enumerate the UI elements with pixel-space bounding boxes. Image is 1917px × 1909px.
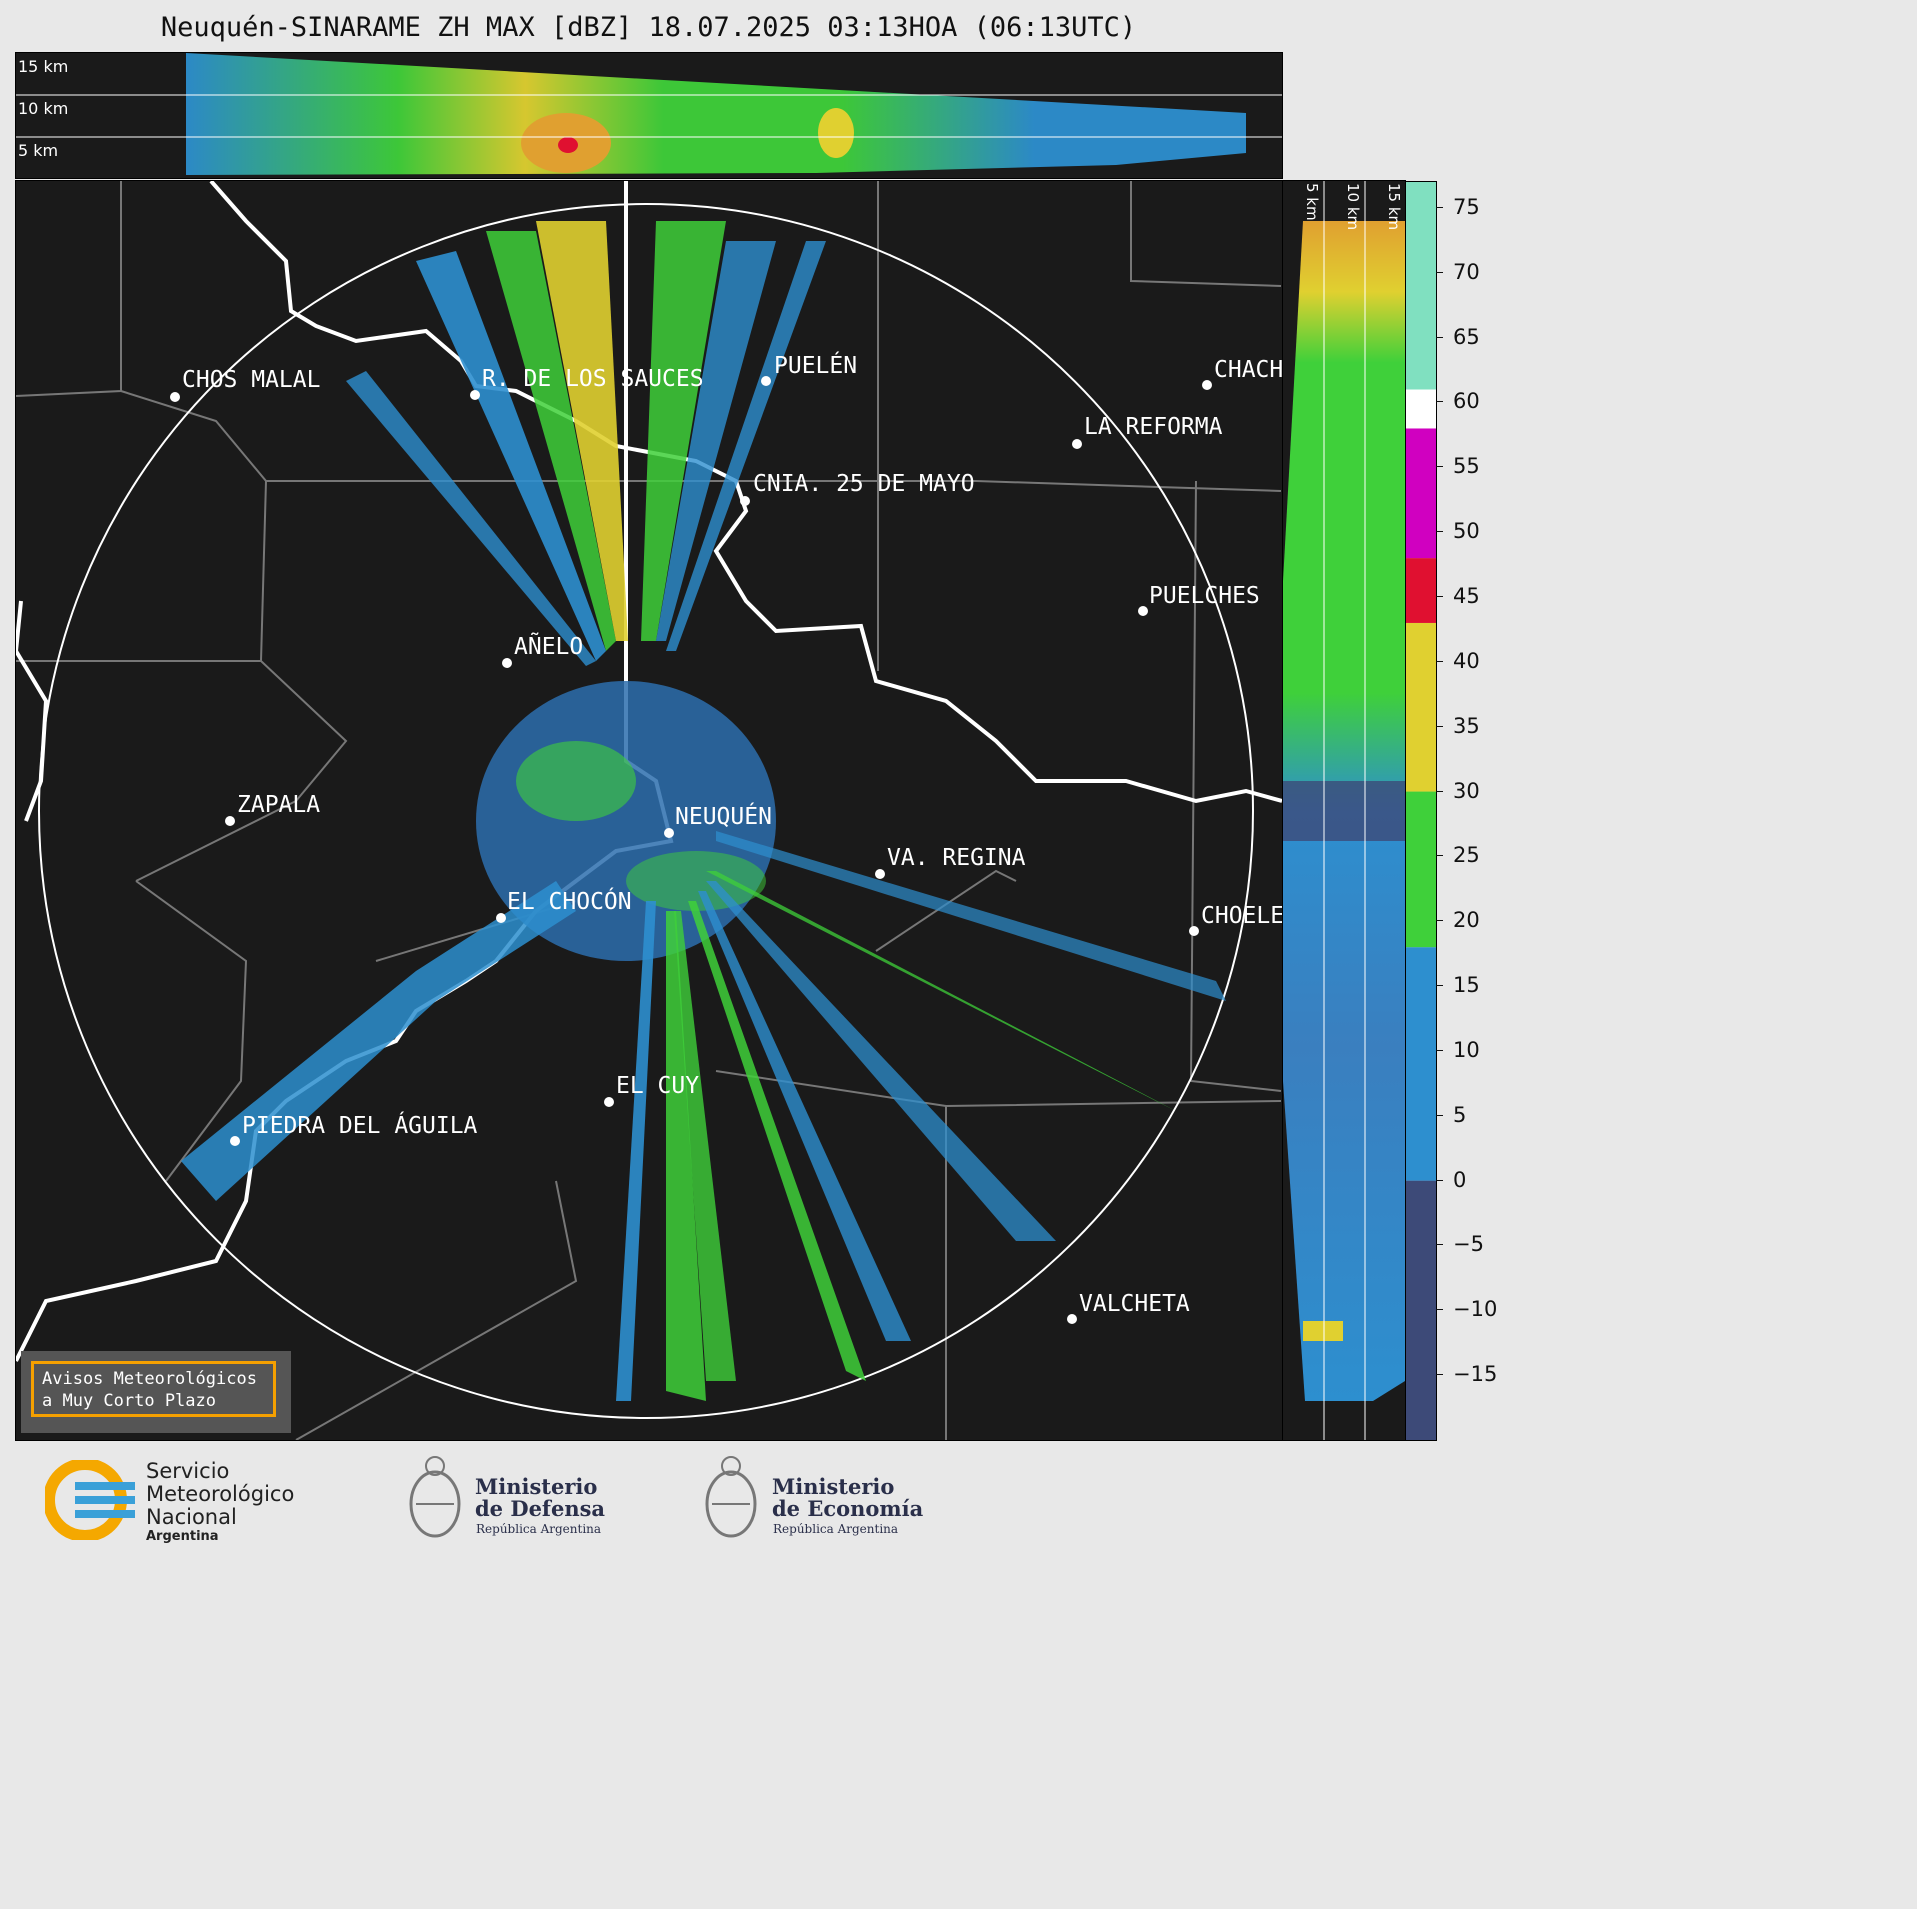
colorbar-tick-mark <box>1436 1179 1443 1181</box>
height-label-10km: 10 km <box>1344 183 1362 231</box>
height-label-5km: 5 km <box>1303 183 1321 221</box>
top-cross-section: 15 km 10 km 5 km <box>15 52 1283 179</box>
height-label-5km: 5 km <box>18 141 59 160</box>
city-label: EL CUY <box>616 1073 700 1099</box>
colorbar-tick-mark <box>1436 466 1443 468</box>
height-label-15km: 15 km <box>1385 183 1403 231</box>
chart-title: Neuquén-SINARAME ZH MAX [dBZ] 18.07.2025… <box>160 12 1137 43</box>
colorbar-tick-label: 45 <box>1453 584 1480 608</box>
height-label-15km: 15 km <box>18 57 69 76</box>
colorbar-tick-mark <box>1436 401 1443 403</box>
colorbar-tick-mark <box>1436 790 1443 792</box>
colorbar-tick-mark <box>1436 1049 1443 1051</box>
defensa-logo-subtitle: República Argentina <box>476 1522 602 1536</box>
city-label: VA. REGINA <box>887 845 1026 871</box>
radar-map-canvas <box>16 181 1282 1440</box>
economia-logo-subtitle: República Argentina <box>773 1522 899 1536</box>
colorbar-tick-label: 70 <box>1453 259 1480 284</box>
colorbar-tick-label: −10 <box>1453 1297 1498 1322</box>
colorbar-tick-label: 75 <box>1453 194 1480 219</box>
colorbar-tick-mark <box>1436 725 1443 727</box>
colorbar-tick-label: 60 <box>1453 389 1480 414</box>
city-label: CHACH <box>1214 357 1283 383</box>
colorbar-tick-mark <box>1436 1244 1443 1246</box>
city-label: PIEDRA DEL ÁGUILA <box>242 1113 478 1139</box>
province-borders <box>16 181 1282 1440</box>
logo-bar: Servicio Meteorológico Nacional Argentin… <box>0 1440 1568 1561</box>
colorbar-tick-mark <box>1436 596 1443 597</box>
colorbar-tick-mark <box>1436 531 1443 533</box>
city-label: AÑELO <box>514 634 584 660</box>
side-cross-section-canvas <box>1283 181 1405 1440</box>
colorbar-tick-label: 35 <box>1453 713 1480 738</box>
range-ring <box>38 203 1254 1419</box>
colorbar-tick-label: 5 <box>1453 1102 1467 1127</box>
colorbar-tick-mark <box>1436 660 1443 662</box>
colorbar-tick-label: 20 <box>1453 908 1480 933</box>
short-term-warnings-frame: Avisos Meteorológicos a Muy Corto Plazo <box>31 1361 276 1417</box>
coat-of-arms-icon <box>409 1456 461 1538</box>
colorbar-tick-label: 55 <box>1453 454 1480 479</box>
radar-echoes <box>181 221 1226 1401</box>
colorbar-band <box>1406 389 1436 429</box>
city-label: CHOS MALAL <box>182 367 321 393</box>
colorbar-band <box>1406 182 1436 390</box>
notice-line-1: Avisos Meteorológicos <box>42 1369 257 1389</box>
colorbar-band <box>1406 622 1436 792</box>
colorbar-tick-label: 30 <box>1453 778 1480 803</box>
notice-line-2: a Muy Corto Plazo <box>42 1391 216 1411</box>
colorbar-band <box>1406 558 1436 623</box>
city-label: PUELÉN <box>774 353 858 379</box>
defensa-logo-title: Ministerio de Defensa <box>475 1474 606 1521</box>
colorbar-tick-mark <box>1436 920 1443 922</box>
colorbar-tick-mark <box>1436 271 1443 273</box>
colorbar-tick-label: 65 <box>1453 324 1480 349</box>
height-label-10km: 10 km <box>18 99 69 118</box>
city-dots <box>170 376 1212 1324</box>
colorbar-tick-label: −5 <box>1453 1232 1484 1257</box>
colorbar-tick-mark <box>1436 1114 1443 1116</box>
colorbar-band <box>1406 791 1436 948</box>
colorbar-tick-label: 25 <box>1453 843 1480 868</box>
city-label: LA REFORMA <box>1084 414 1223 440</box>
colorbar-tick-mark <box>1436 1374 1443 1376</box>
dbz-colorbar <box>1405 181 1437 1441</box>
smn-logo-icon <box>45 1460 135 1540</box>
coat-of-arms-icon <box>705 1456 757 1538</box>
radar-map: CHOS MALAL R. DE LOS SAUCES PUELÉN CHACH… <box>15 180 1283 1441</box>
city-label: PUELCHES <box>1149 583 1260 609</box>
colorbar-tick-mark <box>1436 855 1443 857</box>
colorbar-tick-mark <box>1436 336 1443 338</box>
colorbar-tick-label: 15 <box>1453 973 1480 998</box>
top-cross-section-canvas <box>16 53 1282 175</box>
city-label: CNIA. 25 DE MAYO <box>753 471 975 497</box>
colorbar-tick-label: −15 <box>1453 1362 1498 1387</box>
short-term-warnings-box[interactable]: Avisos Meteorológicos a Muy Corto Plazo <box>21 1351 291 1433</box>
colorbar-tick-mark <box>1436 1309 1443 1311</box>
city-label: EL CHOCÓN <box>507 889 632 915</box>
city-label: R. DE LOS SAUCES <box>482 366 704 392</box>
city-label: VALCHETA <box>1079 1291 1190 1317</box>
colorbar-band <box>1406 428 1436 559</box>
smn-logo-text: Servicio Meteorológico Nacional Argentin… <box>146 1459 295 1545</box>
side-cross-section: 5 km 10 km 15 km <box>1282 180 1406 1441</box>
colorbar-tick-label: 0 <box>1453 1167 1467 1192</box>
colorbar-tick-label: 40 <box>1453 648 1480 673</box>
colorbar-band <box>1406 947 1436 1181</box>
colorbar-tick-mark <box>1436 985 1443 987</box>
colorbar-band <box>1406 1180 1436 1440</box>
city-label: NEUQUÉN <box>675 804 772 830</box>
colorbar-tick-label: 50 <box>1453 519 1480 544</box>
colorbar-tick-mark <box>1436 206 1443 208</box>
city-label: ZAPALA <box>237 792 321 818</box>
economia-logo-title: Ministerio de Economía <box>772 1474 924 1521</box>
colorbar-tick-label: 10 <box>1453 1037 1480 1062</box>
city-label: CHOELE <box>1201 903 1283 929</box>
